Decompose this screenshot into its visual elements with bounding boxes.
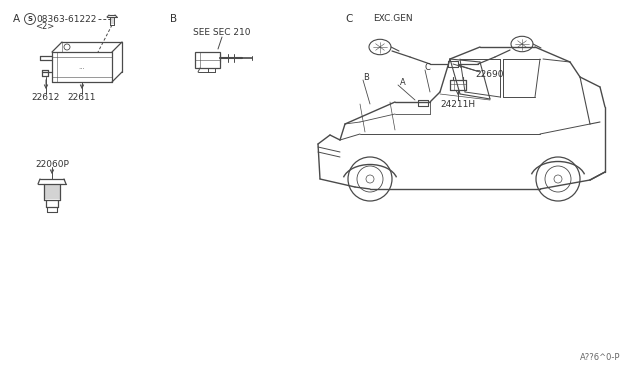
Text: B: B xyxy=(363,73,369,81)
Text: 08363-61222: 08363-61222 xyxy=(37,15,97,23)
Text: A??6^0-P: A??6^0-P xyxy=(579,353,620,362)
Text: C: C xyxy=(345,14,353,24)
Text: <2>: <2> xyxy=(35,22,54,31)
Text: 22611: 22611 xyxy=(68,93,96,102)
Text: A: A xyxy=(13,14,20,24)
Text: B: B xyxy=(170,14,177,24)
Text: 22060P: 22060P xyxy=(35,160,69,169)
Text: EXC.GEN: EXC.GEN xyxy=(373,14,413,23)
Text: 22612: 22612 xyxy=(32,93,60,102)
Text: A: A xyxy=(400,77,406,87)
Text: S: S xyxy=(28,16,33,22)
Text: C: C xyxy=(425,62,431,71)
Text: SEE SEC 210: SEE SEC 210 xyxy=(193,28,251,36)
Text: 22690: 22690 xyxy=(476,70,504,78)
Text: ...: ... xyxy=(79,64,85,70)
Text: 24211H: 24211H xyxy=(440,99,476,109)
